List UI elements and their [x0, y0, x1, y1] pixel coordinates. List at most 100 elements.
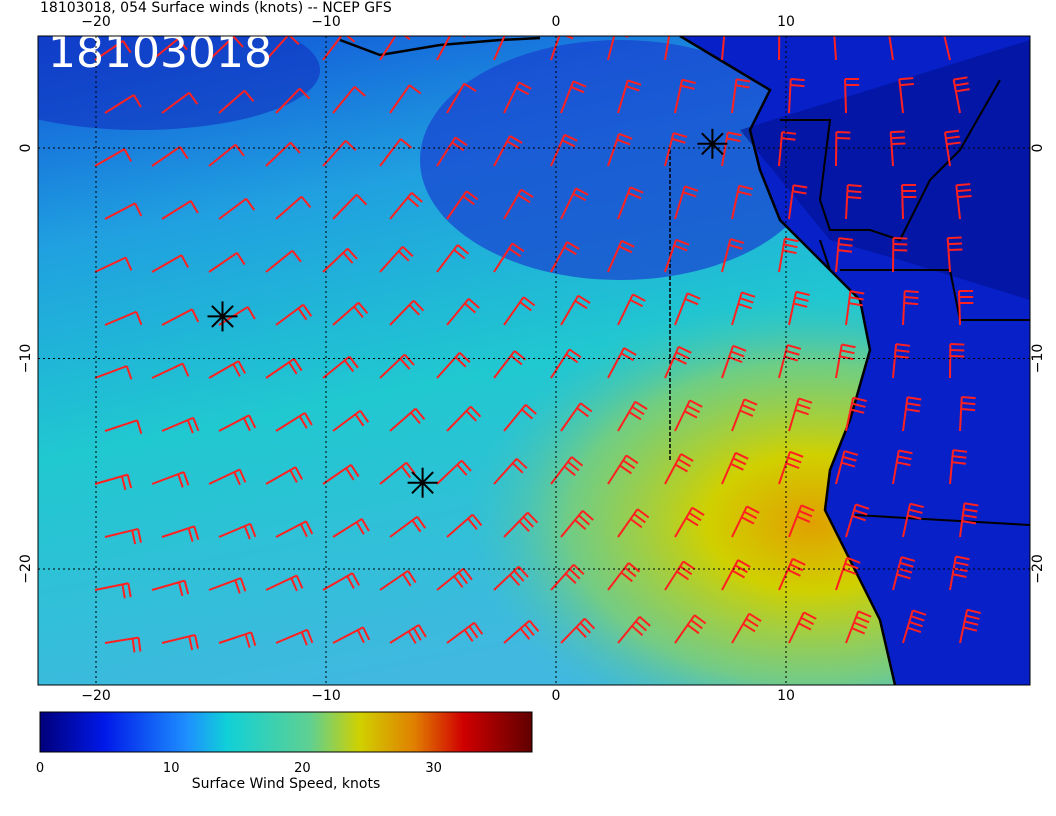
barb-flag	[137, 637, 142, 652]
wind-barb	[275, 87, 311, 114]
barb-flag	[779, 32, 793, 33]
barb-flag	[293, 358, 303, 372]
barb-flag	[576, 407, 589, 418]
barb-flag	[844, 562, 859, 570]
wind-barb	[835, 237, 854, 273]
barb-staff	[436, 136, 457, 167]
wind-barb	[788, 504, 815, 538]
wind-barb	[161, 633, 199, 651]
wind-barb	[617, 400, 648, 432]
barb-flag	[355, 193, 368, 206]
barb-flag	[186, 419, 194, 434]
barb-flag	[784, 237, 799, 243]
barb-staff	[389, 515, 418, 538]
barb-staff	[778, 132, 784, 167]
barb-flag	[839, 355, 854, 361]
barb-flag	[295, 575, 304, 589]
barb-staff	[208, 468, 241, 485]
barb-staff	[265, 574, 298, 591]
wind-barb	[892, 556, 916, 591]
colorbar-tick-label: 20	[294, 761, 311, 776]
wind-barb	[208, 360, 246, 379]
barb-flag	[834, 26, 848, 27]
barb-flag	[124, 257, 133, 271]
barb-staff	[389, 624, 420, 644]
barb-staff	[503, 511, 529, 538]
wind-barb	[959, 396, 976, 432]
barb-flag	[407, 196, 420, 208]
barb-flag	[233, 471, 241, 486]
barb-flag	[188, 636, 194, 651]
barb-staff	[265, 36, 289, 61]
barb-staff	[332, 301, 360, 326]
wind-barb	[94, 39, 132, 61]
barb-flag	[678, 345, 692, 354]
barb-staff	[721, 238, 732, 273]
wind-barb	[835, 131, 851, 167]
wind-barb	[664, 345, 692, 379]
wind-barb	[322, 36, 356, 61]
barb-flag	[676, 570, 690, 581]
barb-staff	[902, 397, 909, 432]
barb-staff	[379, 353, 406, 379]
barb-flag	[508, 29, 521, 35]
barb-staff	[208, 360, 240, 379]
wind-barb	[265, 466, 303, 485]
barb-staff	[550, 456, 573, 485]
barb-flag	[408, 304, 420, 316]
wind-barb	[94, 365, 133, 380]
barb-staff	[265, 357, 295, 379]
barb-staff	[949, 450, 955, 485]
barb-flag	[912, 609, 927, 616]
barb-flag	[952, 573, 967, 578]
barb-flag	[636, 508, 650, 519]
wind-barb	[379, 461, 416, 485]
star-marker	[697, 128, 728, 159]
barb-flag	[888, 25, 902, 27]
barb-flag	[743, 398, 758, 406]
wind-barb	[560, 294, 591, 326]
barb-flag	[671, 137, 686, 144]
barb-flag	[630, 518, 643, 529]
barb-flag	[782, 249, 797, 255]
wind-barb	[731, 184, 753, 220]
barb-flag	[624, 566, 637, 578]
wind-barb	[845, 610, 872, 644]
barb-flag	[796, 515, 811, 523]
barb-flag	[244, 633, 251, 648]
wind-barb	[446, 82, 477, 114]
wind-barb	[833, 26, 848, 61]
barb-flag	[725, 32, 739, 34]
barb-flag	[457, 571, 469, 585]
barb-flag	[732, 344, 747, 352]
barb-flag	[246, 306, 256, 320]
barb-flag	[954, 561, 969, 567]
barb-flag	[187, 527, 194, 542]
barb-staff	[389, 192, 413, 220]
wind-barb	[436, 459, 472, 485]
barb-staff	[550, 36, 561, 61]
barb-flag	[962, 514, 977, 519]
barb-flag	[357, 301, 369, 315]
barb-flag	[688, 512, 702, 522]
barb-flag	[836, 137, 851, 140]
barb-flag	[673, 132, 688, 138]
barb-staff	[161, 525, 195, 538]
wind-barb	[731, 291, 756, 326]
wind-barb	[332, 193, 368, 220]
barb-flag	[836, 131, 851, 134]
barb-staff	[208, 251, 238, 273]
barb-staff	[617, 616, 641, 644]
barb-flag	[516, 457, 528, 470]
barb-flag	[407, 630, 417, 644]
wind-barb	[898, 77, 914, 114]
barb-staff	[560, 187, 577, 220]
barb-flag	[965, 614, 980, 620]
barb-flag	[463, 82, 477, 92]
barb-staff	[788, 611, 805, 644]
map-field: 18103018	[38, 25, 1030, 685]
wind-barb	[550, 36, 574, 61]
barb-flag	[905, 408, 920, 413]
barb-staff	[835, 450, 846, 485]
wind-barb	[208, 577, 247, 594]
